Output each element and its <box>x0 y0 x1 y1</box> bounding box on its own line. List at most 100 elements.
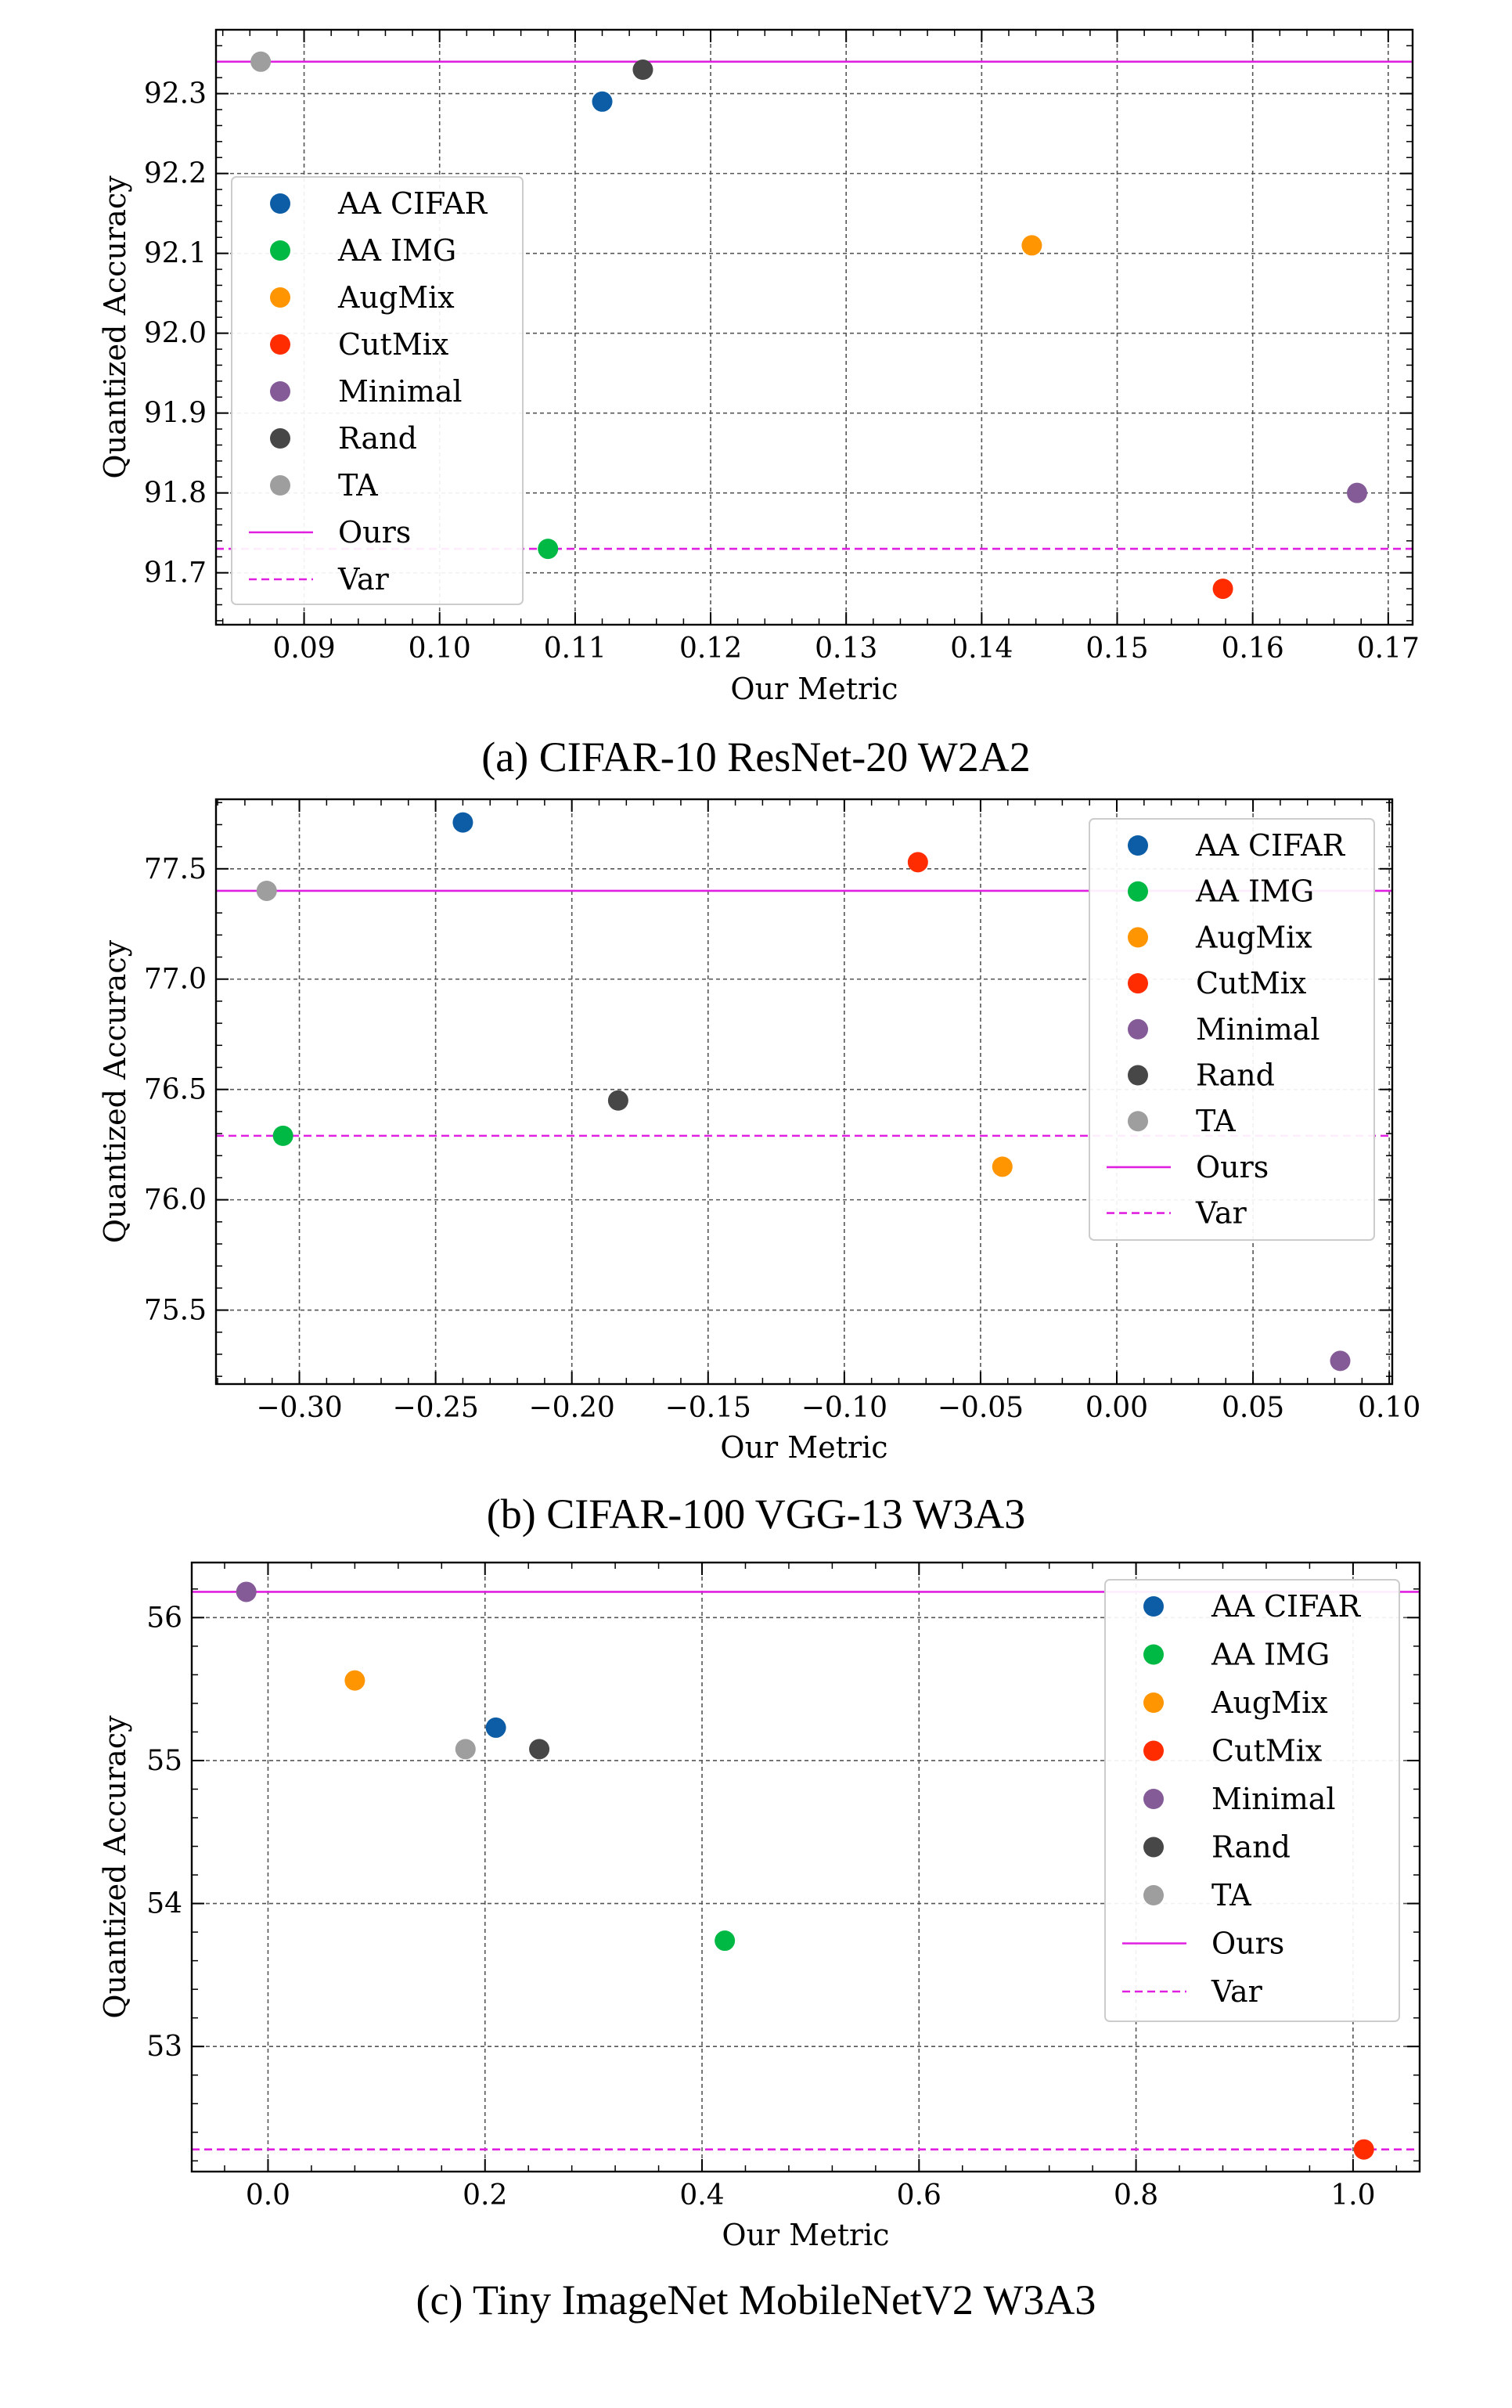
legend-marker <box>1143 1789 1164 1809</box>
legend-label: TA <box>338 468 378 503</box>
legend-label: AA IMG <box>337 233 456 268</box>
legend-label: AugMix <box>337 280 455 315</box>
legend-marker <box>270 193 290 214</box>
legend-label: AA CIFAR <box>337 186 488 221</box>
x-tick-label: −0.30 <box>256 1392 342 1424</box>
y-tick-label: 92.3 <box>144 78 207 110</box>
x-tick-label: 0.17 <box>1357 633 1420 665</box>
point-ta <box>256 880 277 901</box>
legend-label: AA CIFAR <box>1195 828 1346 863</box>
y-tick-label: 55 <box>146 1745 182 1777</box>
x-tick-label: 0.14 <box>950 633 1013 665</box>
legend-label: AA CIFAR <box>1211 1589 1362 1624</box>
x-tick-label: 0.09 <box>272 633 335 665</box>
x-tick-label: 0.12 <box>679 633 742 665</box>
legend-marker <box>1128 1111 1148 1132</box>
plot-frame <box>190 1561 1421 2173</box>
x-tick-label: −0.20 <box>529 1392 615 1424</box>
x-tick-label: 0.16 <box>1222 633 1284 665</box>
legend-label: TA <box>1211 1878 1251 1912</box>
y-tick-label: 92.1 <box>144 238 207 270</box>
point-minimal <box>1330 1350 1351 1372</box>
legend-label: Rand <box>1211 1830 1291 1865</box>
x-tick-label: 1.0 <box>1330 2179 1375 2212</box>
point-cutmix <box>1212 579 1233 600</box>
legend-marker <box>1128 1065 1148 1086</box>
point-rand <box>529 1739 550 1760</box>
x-axis-label: Our Metric <box>722 2218 889 2252</box>
legend-marker <box>1128 835 1148 856</box>
legend-label: Var <box>1211 1974 1263 2009</box>
y-tick-label: 92.0 <box>144 318 207 350</box>
point-aa-img <box>272 1125 293 1146</box>
x-tick-label: 0.10 <box>409 633 471 665</box>
x-axis-label: Our Metric <box>730 672 898 706</box>
data-points <box>256 812 1351 1372</box>
point-augmix <box>992 1156 1013 1177</box>
legend-label: Var <box>1195 1196 1247 1231</box>
legend-label: Rand <box>1196 1058 1275 1093</box>
panel-1: 0.09 0.10 0.11 0.12 0.13 0.14 0.15 0.16 0.17 91.7… <box>98 28 1420 780</box>
y-tick-label: 53 <box>146 2031 182 2063</box>
legend-label: AA IMG <box>1211 1638 1330 1672</box>
point-rand <box>607 1090 628 1111</box>
axis-ticks: 0.09 0.10 0.11 0.12 0.13 0.14 0.15 0.16 0.17 91.7… <box>144 30 1420 665</box>
y-tick-label: 91.9 <box>144 398 207 430</box>
plot-frame <box>214 28 1414 626</box>
legend-label: Var <box>337 562 390 597</box>
point-augmix <box>344 1670 365 1691</box>
legend-label: Minimal <box>338 374 463 409</box>
y-tick-label: 76.0 <box>144 1184 207 1217</box>
x-tick-label: 0.13 <box>815 633 877 665</box>
x-tick-label: 0.8 <box>1114 2179 1158 2212</box>
legend-label: CutMix <box>1211 1734 1322 1768</box>
legend-marker <box>1143 1740 1164 1761</box>
legend-label: AA IMG <box>1195 874 1314 909</box>
point-cutmix <box>907 852 928 873</box>
x-tick-label: 0.00 <box>1085 1392 1148 1424</box>
legend-marker <box>270 334 290 355</box>
data-points <box>250 51 1368 600</box>
point-ta <box>455 1739 476 1760</box>
point-augmix <box>1021 235 1042 256</box>
legend: AA CIFAR AA IMG AugMix CutMix Minimal Rand TA O… <box>1104 1579 1400 2022</box>
legend-marker <box>1143 1596 1164 1617</box>
x-tick-label: 0.4 <box>679 2179 724 2212</box>
legend-label: Ours <box>1196 1150 1269 1184</box>
legend-label: AugMix <box>1195 920 1312 954</box>
axis-ticks: −0.30 −0.25 −0.20 −0.15 −0.10 −0.05 0.00 0.05 0.… <box>144 799 1420 1424</box>
legend-box <box>1104 1579 1400 2022</box>
x-tick-label: 0.2 <box>463 2179 507 2212</box>
legend-box <box>231 176 524 605</box>
y-tick-label: 54 <box>146 1888 182 1920</box>
x-tick-label: −0.15 <box>665 1392 751 1424</box>
data-points <box>236 1581 1374 2160</box>
x-tick-label: −0.05 <box>938 1392 1024 1424</box>
point-ta <box>250 51 272 72</box>
reference-lines <box>216 60 1413 550</box>
x-tick-label: 0.0 <box>246 2179 290 2212</box>
y-tick-label: 91.7 <box>144 557 207 589</box>
legend-marker <box>1143 1644 1164 1665</box>
y-tick-label: 75.5 <box>144 1295 207 1327</box>
point-aa-cifar <box>452 812 473 833</box>
point-aa-img <box>715 1930 736 1952</box>
point-rand <box>632 59 653 81</box>
y-tick-label: 91.8 <box>144 478 207 510</box>
legend: AA CIFAR AA IMG AugMix CutMix Minimal Rand TA O… <box>231 176 524 605</box>
y-tick-label: 77.5 <box>144 853 207 885</box>
minor-ticks <box>216 29 1413 625</box>
x-tick-label: 0.05 <box>1222 1392 1284 1424</box>
point-minimal <box>236 1581 257 1602</box>
legend-marker <box>1143 1692 1164 1713</box>
y-tick-label: 77.0 <box>144 964 207 996</box>
y-tick-label: 92.2 <box>144 158 207 190</box>
x-tick-label: 0.6 <box>897 2179 941 2212</box>
legend-label: Ours <box>1211 1927 1284 1961</box>
legend-marker <box>1143 1885 1164 1905</box>
panel-2: −0.30 −0.25 −0.20 −0.15 −0.10 −0.05 0.00 0.05 0.… <box>98 798 1420 1537</box>
legend-label: Rand <box>338 421 417 456</box>
legend-label: Minimal <box>1211 1782 1336 1816</box>
point-minimal <box>1347 482 1368 503</box>
